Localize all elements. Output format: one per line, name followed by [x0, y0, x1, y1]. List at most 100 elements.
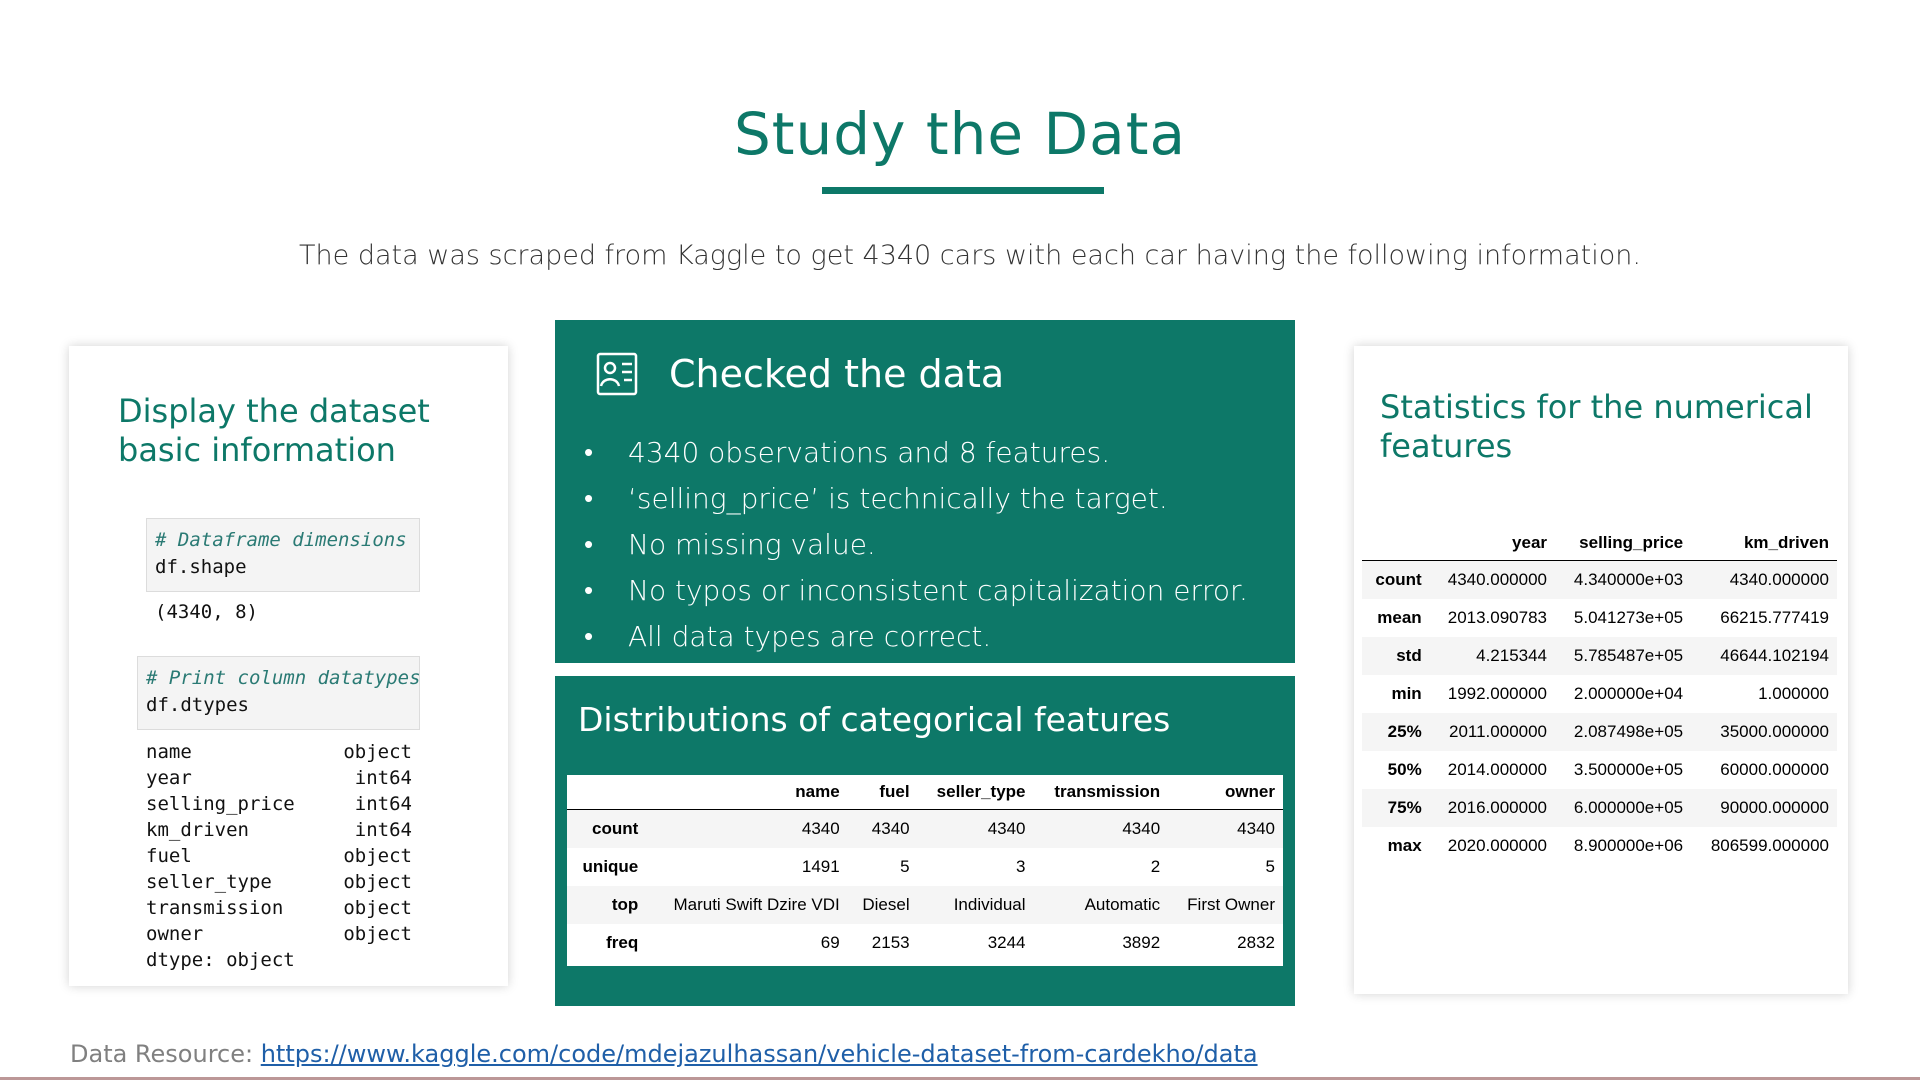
table-cell: 4340 — [1122, 818, 1161, 838]
numerical-stats-heading: Statistics for the numerical features — [1380, 388, 1813, 465]
table-cell: 4.340000e+03 — [1573, 569, 1684, 589]
column-header: seller_type — [917, 775, 1034, 810]
shape-output: (4340, 8) — [155, 601, 258, 623]
table-cell: Diesel — [862, 894, 910, 914]
data-resource-label: Data Resource: — [70, 1040, 261, 1068]
table-cell: 4.215344 — [1476, 645, 1548, 665]
row-label: 50% — [1387, 759, 1422, 779]
dataset-info-heading: Display the dataset basic information — [118, 392, 430, 469]
distributions-title: Distributions of categorical features — [578, 700, 1171, 739]
dtype-row: seller_type object — [146, 871, 412, 893]
table-cell: 2.000000e+04 — [1573, 683, 1684, 703]
dtype-row: year int64 — [146, 767, 412, 789]
row-label: freq — [606, 932, 639, 952]
title-underline — [822, 187, 1104, 194]
table-cell: 60000.000000 — [1720, 759, 1829, 779]
data-resource: Data Resource: https://www.kaggle.com/co… — [70, 1040, 1258, 1068]
dtype-row: selling_price int64 — [146, 793, 412, 815]
code-comment: # Print column datatypes — [146, 667, 421, 689]
table-cell: Automatic — [1084, 894, 1161, 914]
table-row: max 2020.000000 8.900000e+06 806599.0000… — [1362, 827, 1837, 865]
table-cell: 1.000000 — [1758, 683, 1829, 703]
numerical-stats-table: year selling_price km_driven count 4340.… — [1362, 526, 1837, 865]
column-header: transmission — [1033, 775, 1169, 810]
column-header: selling_price — [1555, 526, 1692, 561]
table-cell: 69 — [820, 932, 840, 952]
table-cell: 3 — [1016, 856, 1026, 876]
bottom-divider — [0, 1077, 1920, 1080]
corner-cell — [1362, 526, 1430, 561]
table-cell: 1992.000000 — [1447, 683, 1548, 703]
dtype-row: fuel object — [146, 845, 412, 867]
dtype-row: owner object — [146, 923, 412, 945]
bullet-item: All data types are correct. — [580, 614, 1248, 660]
table-cell: 3244 — [987, 932, 1026, 952]
table-cell: 2.087498e+05 — [1573, 721, 1684, 741]
table-row: count 4340 4340 4340 4340 4340 — [567, 809, 1283, 848]
table-cell: 5 — [900, 856, 910, 876]
table-cell: 46644.102194 — [1720, 645, 1829, 665]
checked-bullets: 4340 observations and 8 features. ‘selli… — [580, 430, 1248, 660]
numerical-stats-table-box: year selling_price km_driven count 4340.… — [1362, 526, 1837, 874]
row-label: count — [1375, 569, 1422, 589]
table-cell: 4340 — [871, 818, 910, 838]
column-header: km_driven — [1691, 526, 1837, 561]
table-cell: 2016.000000 — [1447, 797, 1548, 817]
table-row: 75% 2016.000000 6.000000e+05 90000.00000… — [1362, 788, 1837, 827]
code-line: df.dtypes — [146, 694, 249, 716]
table-row: 50% 2014.000000 3.500000e+05 60000.00000… — [1362, 751, 1837, 789]
table-cell: 5 — [1265, 856, 1275, 876]
table-cell: 4340 — [801, 818, 840, 838]
row-label: unique — [582, 856, 639, 876]
dtype-footer: dtype: object — [146, 949, 295, 971]
table-cell: 66215.777419 — [1720, 607, 1829, 627]
table-cell: 2014.000000 — [1447, 759, 1548, 779]
row-label: count — [591, 818, 639, 838]
data-resource-link[interactable]: https://www.kaggle.com/code/mdejazulhass… — [260, 1040, 1258, 1068]
distributions-table-box: name fuel seller_type transmission owner… — [567, 775, 1283, 966]
table-row: top Maruti Swift Dzire VDI Diesel Indivi… — [567, 885, 1283, 924]
table-cell: 806599.000000 — [1710, 835, 1829, 855]
dtype-row: transmission object — [146, 897, 412, 919]
table-cell: Individual — [953, 894, 1026, 914]
table-row: min 1992.000000 2.000000e+04 1.000000 — [1362, 675, 1837, 713]
table-row: count 4340.000000 4.340000e+03 4340.0000… — [1362, 560, 1837, 599]
column-header: name — [646, 775, 848, 810]
corner-cell — [567, 775, 647, 810]
code-comment: # Dataframe dimensions — [155, 529, 407, 551]
checked-data-title: Checked the data — [669, 352, 1005, 396]
table-cell: 3892 — [1122, 932, 1161, 952]
column-header: year — [1429, 526, 1556, 561]
bullet-item: No typos or inconsistent capitalization … — [580, 568, 1248, 614]
dtypes-code-cell[interactable]: # Print column datatypes df.dtypes — [137, 656, 421, 730]
bullet-item: 4340 observations and 8 features. — [580, 430, 1248, 476]
table-row: 25% 2011.000000 2.087498e+05 35000.00000… — [1362, 712, 1837, 751]
row-label: max — [1387, 835, 1422, 855]
dtype-row: km_driven int64 — [146, 819, 412, 841]
column-header: fuel — [847, 775, 918, 810]
table-header-row: name fuel seller_type transmission owner — [567, 775, 1283, 810]
table-header-row: year selling_price km_driven — [1362, 526, 1837, 561]
bullet-item: No missing value. — [580, 522, 1248, 568]
table-cell: 2013.090783 — [1447, 607, 1548, 627]
row-label: std — [1396, 645, 1422, 665]
table-cell: 4340 — [987, 818, 1026, 838]
dtypes-output: name object year int64 selling_price int64 … — [146, 739, 412, 973]
table-cell: 6.000000e+05 — [1573, 797, 1684, 817]
row-label: top — [611, 894, 639, 914]
shape-code-cell[interactable]: # Dataframe dimensions df.shape — [146, 518, 420, 592]
table-cell: 3.500000e+05 — [1573, 759, 1684, 779]
table-cell: 2 — [1150, 856, 1161, 876]
table-cell: 4340.000000 — [1447, 569, 1548, 589]
dtype-row: name object — [146, 741, 412, 763]
checked-data-panel: Checked the data 4340 observations and 8… — [555, 320, 1295, 663]
table-cell: Maruti Swift Dzire VDI — [673, 894, 840, 914]
table-cell: 4340 — [1237, 818, 1275, 838]
table-row: mean 2013.090783 5.041273e+05 66215.7774… — [1362, 599, 1837, 637]
row-label: 25% — [1387, 721, 1422, 741]
table-cell: 1491 — [801, 856, 840, 876]
checklist-icon — [596, 352, 638, 396]
table-cell: First Owner — [1187, 894, 1275, 914]
table-cell: 5.785487e+05 — [1573, 645, 1684, 665]
row-label: min — [1391, 683, 1422, 703]
